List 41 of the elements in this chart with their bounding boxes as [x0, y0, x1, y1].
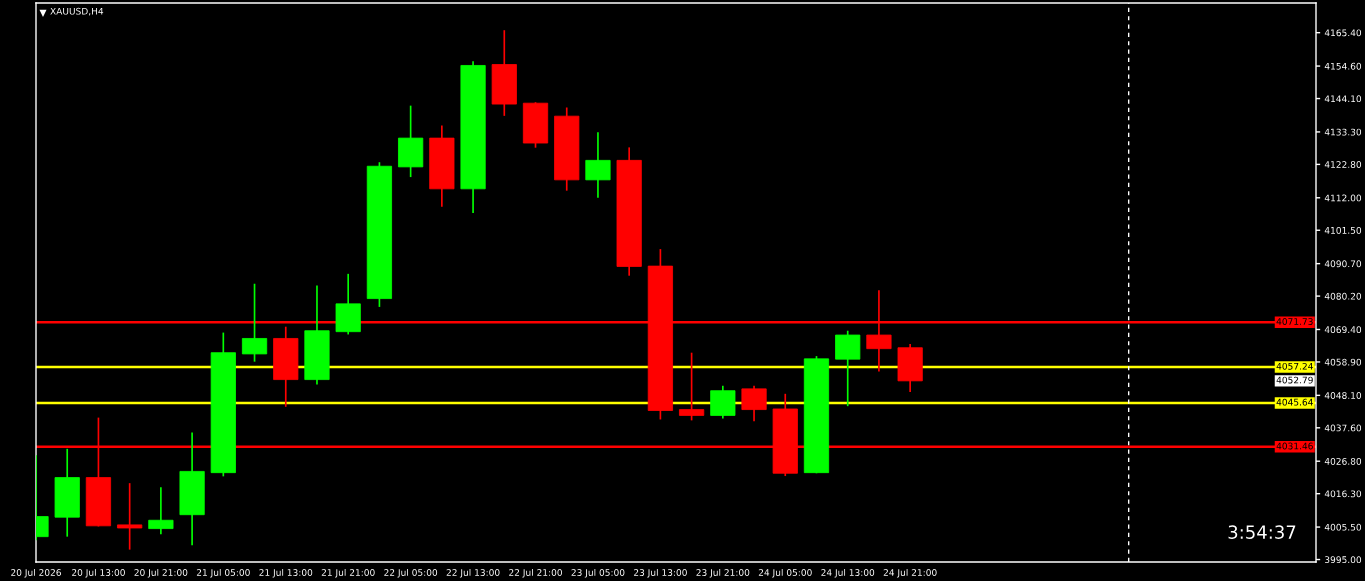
x-tick-label: 21 Jul 21:00 [321, 568, 375, 578]
x-tick-label: 22 Jul 21:00 [509, 568, 562, 578]
y-tick-label: 4165.40 [1324, 29, 1362, 37]
x-tick-label: 23 Jul 05:00 [571, 568, 625, 578]
y-tick-label: 4005.50 [1324, 523, 1362, 531]
y-tick-label: 4144.10 [1324, 95, 1362, 103]
y-tick-label: 4016.30 [1324, 490, 1362, 498]
y-tick-label: 4026.80 [1324, 457, 1362, 465]
x-tick-label: 23 Jul 13:00 [633, 568, 687, 578]
y-tick-label: 4101.50 [1324, 226, 1362, 234]
y-tick-label: 4080.20 [1324, 292, 1362, 300]
y-tick-label: 4058.90 [1324, 358, 1362, 366]
annotation: 3:54:37 [1228, 525, 1296, 539]
ref-line-label: 4045.64 [1276, 398, 1313, 406]
y-tick-label: 4112.00 [1324, 194, 1362, 202]
x-tick-label: 23 Jul 21:00 [696, 568, 750, 578]
chart-title: XAUUSD,H4 [50, 7, 104, 16]
x-tick-label: 24 Jul 21:00 [883, 568, 937, 578]
x-tick-label: 24 Jul 13:00 [821, 568, 875, 578]
y-tick-label: 4154.60 [1324, 62, 1362, 70]
x-tick-label: 20 Jul 2026 [11, 568, 61, 578]
y-tick-label: 4069.40 [1324, 326, 1362, 334]
y-tick-label: 3995.00 [1325, 556, 1362, 564]
x-tick-label: 21 Jul 05:00 [196, 568, 250, 578]
candlestick [117, 482, 143, 551]
ref-line-label: 4031.46 [1276, 442, 1313, 450]
x-tick-label: 22 Jul 05:00 [384, 568, 438, 578]
ref-line-label: 4057.24 [1276, 362, 1313, 370]
y-tick-label: 4037.60 [1324, 424, 1362, 432]
y-tick-label: 4048.10 [1324, 392, 1362, 399]
x-tick-label: 20 Jul 13:00 [72, 568, 125, 578]
x-tick-label: 24 Jul 05:00 [758, 568, 812, 578]
y-tick-label: 4090.70 [1324, 260, 1362, 268]
annotation: 4052.79 [1276, 376, 1313, 384]
y-tick-label: 4133.30 [1324, 128, 1362, 136]
x-tick-label: 22 Jul 13:00 [446, 568, 500, 578]
candlestick [679, 351, 705, 422]
y-tick-label: 4122.80 [1324, 161, 1362, 168]
x-tick-label: 21 Jul 13:00 [259, 568, 313, 578]
ref-line-label: 4071.73 [1276, 318, 1313, 325]
x-tick-label: 20 Jul 21:00 [134, 568, 188, 578]
